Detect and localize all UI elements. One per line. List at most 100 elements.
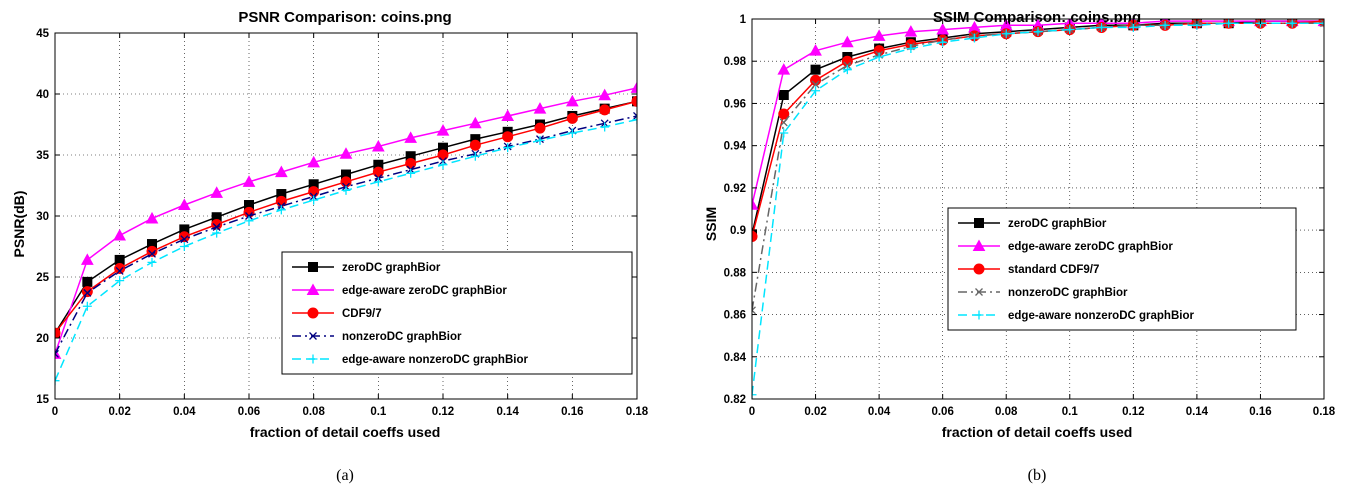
legend-marker [974,218,984,228]
data-point [565,94,579,107]
data-point [778,90,789,100]
y-tick-label: 25 [36,272,49,284]
data-point [779,118,788,127]
x-tick-label: 0.12 [1122,406,1144,418]
y-tick-label: 45 [36,28,49,40]
series-line [752,20,1324,237]
legend-label: edge-aware nonzeroDC graphBior [342,354,528,366]
data-point [533,102,547,114]
y-tick-label: 30 [36,211,49,223]
data-point [180,235,189,244]
x-axis-label: fraction of detail coeffs used [250,424,441,440]
legend-label: nonzeroDC graphBior [1008,287,1128,299]
data-point [566,112,578,124]
data-point [599,104,611,116]
data-point [1224,19,1234,28]
data-point [83,288,92,297]
data-point [244,216,254,226]
legend-label: edge-aware nonzeroDC graphBior [1008,310,1194,322]
data-point [115,266,124,275]
data-point [274,165,288,178]
data-point [811,86,821,96]
data-point [598,88,612,101]
data-point [404,131,418,143]
y-tick-label: 1 [740,14,747,26]
data-point [340,176,352,188]
x-tick-label: 0.16 [561,406,583,418]
data-point [840,35,854,48]
data-point [307,155,321,168]
data-point [778,108,790,120]
x-tick-label: 0.1 [370,406,387,418]
series-line [752,20,1324,205]
data-point [210,186,224,198]
data-point [114,262,126,274]
data-point [600,122,610,132]
legend-marker [975,288,983,296]
caption: (a) [336,467,354,484]
data-point [1065,25,1075,35]
x-tick-label: 0.06 [238,406,260,418]
y-tick-label: 20 [36,333,49,345]
data-point [631,95,637,107]
legend-label: edge-aware zeroDC graphBior [342,285,507,297]
x-tick-label: 0.04 [173,406,196,418]
y-tick-label: 0.86 [724,310,746,322]
y-tick-label: 0.82 [724,394,746,406]
data-point [632,115,637,125]
data-point [630,81,637,93]
data-point [752,230,758,242]
legend-marker [306,283,320,295]
data-point [752,306,756,315]
data-point [936,23,950,35]
data-point [468,116,482,129]
data-point [146,245,158,257]
data-point [567,128,577,138]
x-tick-label: 0.02 [804,406,826,418]
data-point [82,276,93,287]
data-point [1160,20,1170,30]
y-tick-label: 15 [36,394,49,406]
data-point [212,223,221,231]
data-point [179,242,189,251]
ssim-chart: SSIM Comparison: coins.png fraction of d… [703,9,1336,484]
data-point [969,33,979,43]
x-tick-label: 0.14 [496,406,519,418]
data-point [1287,19,1297,28]
data-point [436,124,450,136]
data-point [147,257,157,267]
legend-box [281,251,633,375]
x-tick-label: 0.12 [432,406,454,418]
data-point [1001,29,1011,39]
data-point [811,80,820,89]
x-tick-label: 0.02 [108,406,130,418]
legend-marker [308,262,318,272]
data-point [779,128,789,138]
data-point [904,25,918,37]
x-tick-label: 0.1 [1062,406,1079,418]
data-point [1033,27,1043,37]
data-point [1128,22,1138,32]
series-markers [752,19,1324,210]
legend-label: standard CDF9/7 [1008,264,1099,276]
data-point [372,166,384,178]
data-point [308,186,320,198]
chart-title: PSNR Comparison: coins.png [238,9,451,26]
data-point [1320,19,1324,28]
x-tick-label: 0.06 [931,406,953,418]
data-point [55,327,61,339]
data-point [469,139,481,151]
x-tick-label: 0.04 [868,406,891,418]
x-tick-label: 0.14 [1186,406,1209,418]
y-tick-label: 40 [36,89,49,101]
y-axis-label: SSIM [703,207,719,241]
data-point [752,390,757,399]
plot-series [752,19,1324,399]
series-markers [752,19,1324,240]
psnr-chart: PSNR Comparison: coins.png fraction of d… [11,9,649,484]
x-tick-label: 0 [52,406,58,418]
data-point [406,168,416,178]
data-point [55,376,60,386]
tick-labels: 0 0.02 0.04 0.06 0.08 0.1 0.12 0.14 0.16 0.18 0.82… [724,14,1336,418]
data-point [534,122,546,134]
